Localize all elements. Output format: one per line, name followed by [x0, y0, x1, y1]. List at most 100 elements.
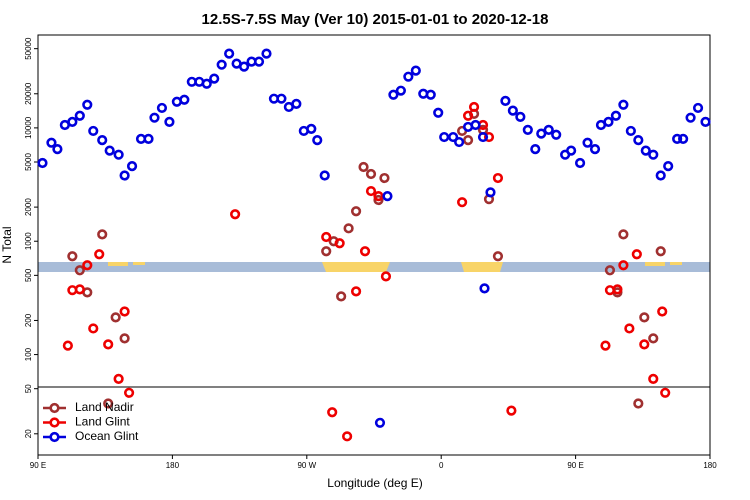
point — [74, 265, 85, 276]
point — [492, 251, 504, 262]
point — [536, 128, 547, 139]
point — [201, 78, 212, 89]
point — [477, 131, 489, 143]
point — [123, 387, 135, 398]
legend-marker — [49, 431, 60, 443]
point — [625, 125, 636, 137]
point — [359, 246, 371, 257]
point — [530, 143, 541, 155]
point — [657, 306, 668, 317]
point — [425, 89, 436, 100]
point — [618, 229, 629, 240]
point — [506, 405, 517, 416]
point — [543, 124, 554, 135]
point — [663, 161, 674, 172]
y-tick-label: 20000 — [24, 82, 33, 105]
point — [395, 85, 406, 96]
point — [74, 284, 85, 295]
y-tick-label: 50 — [24, 384, 33, 393]
point — [454, 136, 465, 148]
y-tick-label: 50000 — [24, 37, 33, 60]
point — [97, 229, 108, 240]
point — [379, 172, 390, 184]
point — [88, 323, 99, 334]
x-tick-label: 180 — [703, 461, 717, 470]
point — [462, 135, 474, 146]
legend-marker — [49, 417, 60, 428]
x-tick-label: 0 — [439, 461, 444, 470]
point — [468, 101, 480, 113]
point — [648, 373, 659, 385]
point — [678, 133, 689, 144]
y-tick-label: 20 — [24, 429, 33, 438]
point — [633, 135, 644, 146]
point — [589, 143, 601, 155]
point — [500, 95, 511, 107]
point — [700, 116, 711, 127]
point — [612, 284, 623, 295]
point — [82, 260, 93, 271]
point — [37, 157, 48, 169]
point — [648, 333, 659, 344]
point — [67, 116, 78, 127]
legend-label: Ocean Glint — [75, 429, 139, 443]
point — [582, 137, 593, 148]
point — [483, 131, 495, 143]
point — [618, 260, 629, 271]
point — [457, 197, 468, 208]
point — [343, 223, 354, 234]
point — [143, 133, 154, 144]
x-tick-label: 90 E — [30, 461, 46, 470]
x-tick-label: 90 E — [567, 461, 583, 470]
y-axis-label: N Total — [0, 226, 14, 263]
point — [306, 123, 317, 134]
point — [88, 125, 99, 137]
plot-frame — [37, 34, 711, 456]
point — [119, 306, 130, 317]
point — [672, 133, 683, 144]
point — [410, 65, 421, 76]
point — [574, 157, 586, 169]
point — [97, 135, 108, 146]
point — [126, 161, 138, 172]
point — [660, 387, 671, 398]
point — [492, 172, 504, 184]
point — [179, 94, 190, 105]
legend-label: Land Nadir — [75, 400, 134, 414]
point — [618, 99, 629, 110]
point — [253, 56, 265, 67]
point — [224, 48, 235, 59]
point — [358, 161, 369, 173]
y-tick-label: 1000 — [24, 232, 33, 250]
point — [373, 191, 384, 202]
y-tick-label: 500 — [24, 268, 33, 282]
legend-marker — [49, 402, 60, 414]
point — [365, 185, 377, 197]
point — [82, 99, 93, 110]
point — [374, 417, 386, 428]
point — [373, 194, 384, 206]
point — [640, 145, 651, 156]
point — [291, 98, 302, 109]
point — [350, 286, 362, 297]
point — [149, 112, 160, 123]
x-tick-label: 180 — [166, 461, 180, 470]
point — [230, 209, 241, 220]
land-strip — [645, 262, 665, 266]
point — [276, 93, 287, 104]
point — [119, 333, 130, 344]
point — [507, 105, 518, 116]
point — [113, 373, 124, 385]
point — [209, 73, 220, 84]
point — [485, 187, 496, 198]
point — [103, 398, 114, 409]
point — [319, 170, 330, 181]
land-strip — [108, 262, 128, 266]
y-tick-label: 100 — [24, 347, 33, 361]
point — [388, 89, 399, 100]
point — [342, 431, 353, 442]
x-tick-label: 90 W — [297, 461, 316, 470]
point — [334, 238, 345, 249]
point — [631, 249, 642, 260]
point — [515, 111, 526, 123]
